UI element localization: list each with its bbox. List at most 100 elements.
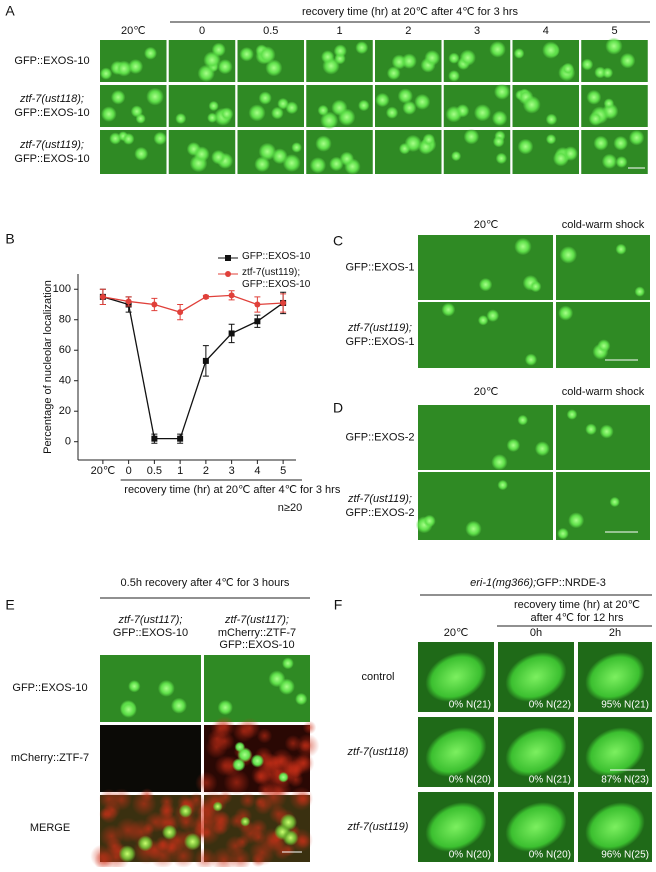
cell-stat: 0% N(20)	[449, 850, 491, 861]
column-label: 0h	[530, 627, 542, 639]
nucleolus	[193, 146, 210, 163]
micrograph	[556, 235, 650, 300]
reporter: GFP::EXOS-2	[345, 431, 414, 443]
column-label: 2h	[609, 627, 621, 639]
texture	[259, 783, 288, 811]
y-axis-label: Percentage of nucleolar localization	[42, 280, 54, 454]
nucleolus	[130, 105, 143, 118]
nucleolus	[237, 747, 253, 763]
marker	[99, 293, 106, 300]
nucleolus	[463, 128, 480, 145]
texture	[229, 847, 252, 871]
column-label: 20℃	[474, 219, 499, 231]
subheader: recovery time (hr) at 20℃	[514, 599, 640, 611]
nucleolus	[101, 106, 117, 122]
legend-text: GFP::EXOS-10	[242, 251, 311, 262]
subheader: after 4℃ for 12 hrs	[530, 612, 624, 624]
genotype: ztf-7(ust119);	[19, 139, 84, 151]
nucleolus	[486, 309, 500, 322]
cell-stat: 87% N(23)	[601, 775, 649, 786]
nucleolus	[491, 110, 508, 127]
nucleolus	[110, 90, 126, 105]
column-label: 20℃	[444, 627, 469, 639]
marker	[280, 299, 287, 306]
nucleolus	[448, 52, 460, 64]
nucleolus	[585, 423, 597, 436]
genotype: eri-1(mg366);	[470, 577, 536, 589]
panel-label: D	[333, 400, 343, 416]
y-tick-label: 100	[53, 283, 71, 295]
nucleolus	[545, 113, 558, 126]
nucleolus	[265, 59, 283, 77]
series-line	[102, 296, 284, 440]
cell	[585, 727, 645, 777]
texture	[302, 720, 317, 735]
nucleolus	[386, 66, 401, 81]
panel-label: E	[5, 597, 14, 613]
x-tick-label: 5	[280, 465, 286, 477]
nucleolus	[248, 104, 266, 122]
nucleolus	[602, 67, 614, 79]
nucleolus	[609, 496, 620, 508]
nucleolus	[278, 678, 295, 695]
cell-stat: 0% N(21)	[529, 775, 571, 786]
x-tick-label: 4	[254, 465, 260, 477]
column-label: 2	[405, 25, 411, 37]
micrograph	[418, 405, 553, 470]
micrograph	[556, 472, 650, 540]
cell-stat: 95% N(21)	[601, 700, 649, 711]
marker	[177, 435, 184, 442]
panel-label: A	[5, 3, 15, 19]
texture	[253, 795, 267, 808]
nucleolus	[495, 152, 508, 165]
nucleolus	[134, 146, 149, 161]
micrograph	[100, 725, 201, 792]
cell	[505, 727, 567, 777]
nucleolus	[404, 134, 422, 153]
cell-stat: 96% N(25)	[601, 850, 649, 861]
nucleolus	[424, 50, 441, 66]
x-tick-label: 2	[203, 465, 209, 477]
nucleolus	[542, 41, 560, 59]
texture	[292, 752, 315, 775]
marker	[254, 318, 261, 325]
nucleolus	[315, 135, 332, 152]
cell	[505, 652, 567, 702]
nucleolus	[545, 134, 557, 145]
nucleolus	[122, 132, 135, 145]
legend-text: ztf-7(ust119); GFP::EXOS-10	[242, 267, 311, 290]
header: 0.5h recovery after 4℃ for 3 hours	[121, 577, 290, 589]
nucleolus	[497, 479, 508, 491]
cell-stat: 0% N(21)	[449, 700, 491, 711]
nucleolus	[522, 95, 541, 114]
panel-label: F	[334, 597, 343, 613]
nucleolus	[492, 135, 505, 148]
nucleolus	[178, 804, 193, 818]
nucleolus	[146, 87, 164, 106]
cell-stat: 0% N(22)	[529, 700, 571, 711]
nucleolus	[465, 520, 482, 538]
genotype: ztf-7(ust118);	[19, 93, 84, 105]
nucleolus	[581, 58, 594, 71]
header: recovery time (hr) at 20℃ after 4℃ for 3…	[302, 6, 519, 18]
nucleolus	[613, 135, 628, 151]
nucleolus	[128, 58, 144, 75]
nucleolus	[333, 44, 347, 58]
texture	[296, 834, 311, 849]
marker	[202, 293, 209, 300]
nucleolus	[491, 454, 508, 471]
nucleolus	[628, 129, 645, 146]
nucleolus	[517, 138, 534, 155]
nucleolus	[603, 98, 615, 109]
texture	[215, 731, 235, 751]
texture	[261, 753, 281, 773]
nucleolus	[529, 280, 542, 293]
texture	[90, 844, 114, 868]
header: eri-1(mg366);GFP::NRDE-3	[470, 577, 606, 589]
reporter: GFP::EXOS-10	[14, 153, 89, 165]
nucleolus	[448, 70, 460, 82]
nucleolus	[320, 111, 339, 130]
nucleolus	[217, 699, 233, 716]
nucleolus	[239, 46, 254, 62]
nucleolus	[220, 107, 234, 121]
